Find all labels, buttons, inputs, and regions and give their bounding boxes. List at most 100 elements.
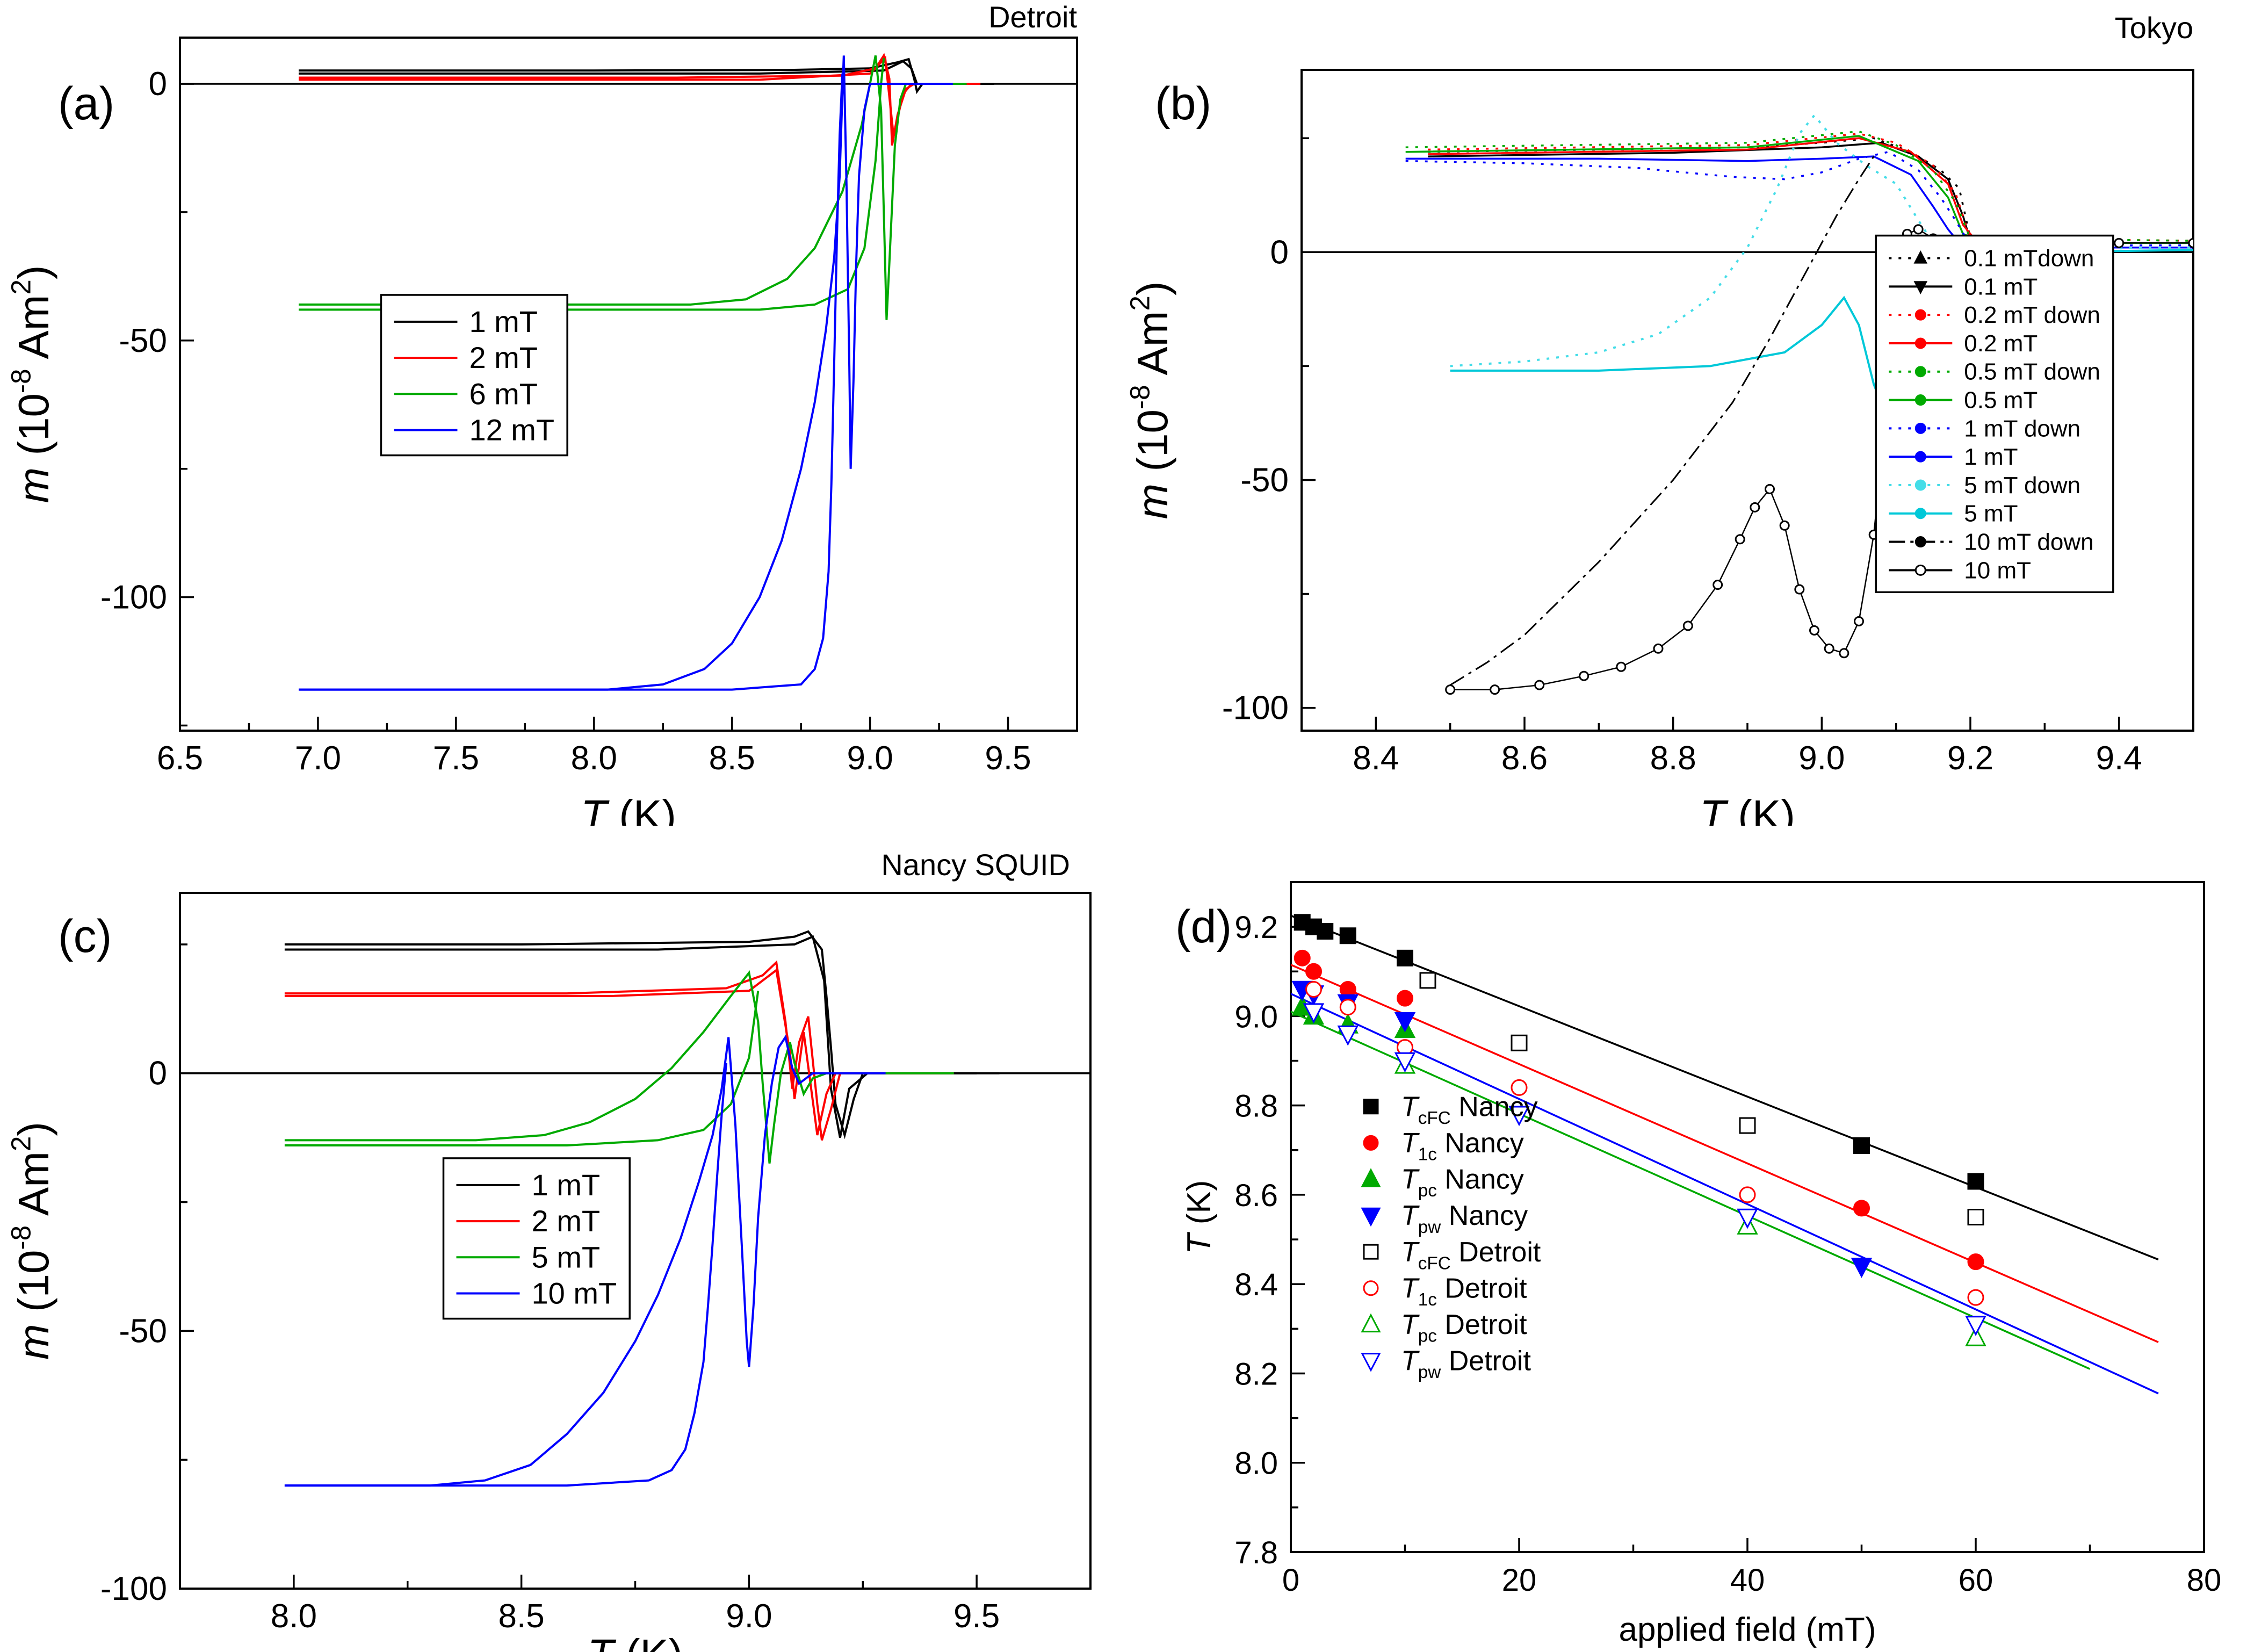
svg-text:8.0: 8.0 — [571, 740, 617, 777]
svg-text:8.8: 8.8 — [1650, 740, 1696, 777]
svg-text:Tpw Detroit: Tpw Detroit — [1401, 1346, 1531, 1383]
legend-box — [1875, 234, 2114, 594]
svg-text:2 mT: 2 mT — [469, 341, 538, 374]
tick-labels: 6.5 7.0 7.5 8.0 8.5 9.0 9.5 0 -50 -100 — [100, 66, 1031, 777]
panel-c-title: Nancy SQUID — [881, 848, 1070, 882]
axes-frame — [179, 892, 1092, 1590]
svg-text:T1c Nancy: T1c Nancy — [1401, 1128, 1524, 1165]
svg-text:Tpw Nancy: Tpw Nancy — [1401, 1200, 1528, 1237]
axis-ticks — [1302, 137, 2120, 731]
svg-text:0: 0 — [149, 66, 167, 103]
svg-text:1 mT: 1 mT — [532, 1168, 601, 1202]
svg-text:9.5: 9.5 — [953, 1598, 1000, 1635]
panel-b: 8.4 8.6 8.8 9.0 9.2 9.4 0 -50 -100 0.1 mTdown 0.1 … — [1123, 0, 2247, 826]
tick-labels: 8.4 8.6 8.8 9.0 9.2 9.4 0 -50 -100 — [1222, 234, 2142, 777]
y-axis-label: m (10-8 Am2) — [1124, 282, 1176, 520]
svg-text:80: 80 — [2187, 1563, 2222, 1598]
axes-frame — [179, 37, 1078, 732]
panel-d-plot: 0 20 40 60 80 9.2 9.0 8.8 8.6 8.4 8.2 8.0 7.8 TcFC Na… — [1181, 881, 2221, 1648]
x-axis-label: T (K) — [1700, 791, 1795, 826]
svg-text:9.0: 9.0 — [1798, 740, 1845, 777]
svg-text:20: 20 — [1502, 1563, 1537, 1598]
svg-text:9.0: 9.0 — [847, 740, 893, 777]
svg-text:-100: -100 — [100, 579, 167, 616]
panel-c-letter: (c) — [58, 911, 112, 962]
svg-text:TcFC Nancy: TcFC Nancy — [1401, 1091, 1538, 1128]
svg-text:0.1 mTdown: 0.1 mTdown — [1964, 246, 2094, 272]
svg-text:0.5 mT: 0.5 mT — [1964, 387, 2038, 414]
series-group — [1291, 914, 2159, 1395]
panel-d: 0 20 40 60 80 9.2 9.0 8.8 8.6 8.4 8.2 8.0 7.8 TcFC Na… — [1123, 826, 2247, 1652]
svg-text:7.5: 7.5 — [433, 740, 479, 777]
svg-text:7.8: 7.8 — [1234, 1535, 1278, 1570]
svg-text:8.0: 8.0 — [1234, 1446, 1278, 1481]
panel-d-letter: (d) — [1175, 901, 1232, 953]
svg-text:Tpc Detroit: Tpc Detroit — [1401, 1309, 1527, 1346]
svg-text:0: 0 — [149, 1055, 167, 1092]
svg-text:60: 60 — [1959, 1563, 1993, 1598]
svg-text:9.4: 9.4 — [2096, 740, 2142, 777]
y-axis-label: m (10-8 Am2) — [5, 1122, 57, 1360]
svg-text:8.5: 8.5 — [709, 740, 755, 777]
svg-text:5 mT: 5 mT — [1964, 501, 2018, 527]
svg-text:0.2 mT: 0.2 mT — [1964, 330, 2038, 357]
svg-text:T1c Detroit: T1c Detroit — [1401, 1273, 1527, 1310]
panel-a-letter: (a) — [58, 78, 115, 129]
series-group — [299, 53, 994, 691]
svg-text:5 mT down: 5 mT down — [1964, 472, 2080, 499]
svg-text:1 mT: 1 mT — [469, 305, 538, 338]
svg-text:10 mT down: 10 mT down — [1964, 529, 2093, 556]
svg-text:0.5 mT down: 0.5 mT down — [1964, 359, 2100, 385]
panel-b-title: Tokyo — [2114, 11, 2193, 45]
svg-text:8.4: 8.4 — [1234, 1267, 1278, 1302]
svg-text:TcFC Detroit: TcFC Detroit — [1401, 1237, 1541, 1274]
svg-text:9.2: 9.2 — [1234, 910, 1278, 945]
svg-text:10 mT: 10 mT — [532, 1276, 617, 1310]
series-group — [284, 930, 1000, 1487]
svg-text:0: 0 — [1270, 234, 1289, 271]
svg-text:6 mT: 6 mT — [469, 377, 538, 410]
svg-text:1 mT down: 1 mT down — [1964, 415, 2080, 442]
svg-text:40: 40 — [1730, 1563, 1765, 1598]
svg-text:-100: -100 — [100, 1570, 167, 1607]
svg-text:1 mT: 1 mT — [1964, 444, 2018, 470]
svg-text:9.0: 9.0 — [726, 1598, 772, 1635]
svg-text:Tpc Nancy: Tpc Nancy — [1401, 1164, 1524, 1201]
svg-text:6.5: 6.5 — [157, 740, 203, 777]
tick-labels: 8.0 8.5 9.0 9.5 0 -50 -100 — [100, 1055, 1000, 1635]
panel-a-title: Detroit — [988, 0, 1077, 34]
svg-text:8.8: 8.8 — [1234, 1089, 1278, 1124]
svg-text:8.5: 8.5 — [498, 1598, 545, 1635]
svg-text:m (10-8 Am2): m (10-8 Am2) — [1124, 282, 1176, 520]
svg-text:8.6: 8.6 — [1501, 740, 1548, 777]
svg-text:12 mT: 12 mT — [469, 413, 554, 447]
svg-text:5 mT: 5 mT — [532, 1240, 601, 1274]
tick-labels: 0 20 40 60 80 9.2 9.0 8.8 8.6 8.4 8.2 8.0 7.8 — [1234, 910, 2221, 1598]
svg-text:8.2: 8.2 — [1234, 1357, 1278, 1391]
svg-text:-50: -50 — [1240, 461, 1289, 499]
x-axis-label: T (K) — [588, 1631, 683, 1652]
svg-text:7.0: 7.0 — [295, 740, 341, 777]
svg-text:10 mT: 10 mT — [1964, 557, 2031, 583]
y-axis-label: T (K) — [1181, 1180, 1218, 1254]
svg-text:8.0: 8.0 — [271, 1598, 317, 1635]
svg-text:8.6: 8.6 — [1234, 1178, 1278, 1213]
svg-text:-50: -50 — [119, 322, 167, 359]
axis-ticks — [1290, 926, 2205, 1553]
y-axis-label: m (10-8 Am2) — [5, 265, 57, 503]
svg-text:8.4: 8.4 — [1353, 740, 1399, 777]
svg-text:0.1 mT: 0.1 mT — [1964, 273, 2038, 300]
svg-text:-100: -100 — [1222, 690, 1289, 727]
panel-b-plot: 8.4 8.6 8.8 9.0 9.2 9.4 0 -50 -100 0.1 mTdown0.1 … — [1124, 69, 2194, 826]
svg-text:m (10-8 Am2): m (10-8 Am2) — [5, 265, 57, 503]
svg-text:9.5: 9.5 — [985, 740, 1031, 777]
svg-text:-50: -50 — [119, 1312, 167, 1350]
svg-text:9.0: 9.0 — [1234, 999, 1278, 1034]
panel-a-plot: 6.5 7.0 7.5 8.0 8.5 9.0 9.5 0 -50 -100 1 mT2 mT6 m… — [5, 37, 1078, 826]
